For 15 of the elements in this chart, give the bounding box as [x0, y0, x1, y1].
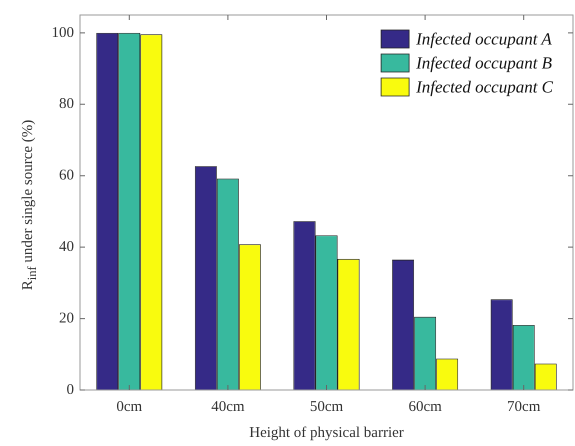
x-tick-label: 70cm [507, 398, 541, 415]
y-tick-label: 20 [59, 310, 74, 327]
legend-label: Infected occupant C [415, 77, 554, 96]
y-tick-label: 60 [59, 168, 74, 184]
y-tick-label: 80 [59, 96, 74, 112]
legend-label: Infected occupant B [415, 53, 553, 72]
x-tick-label: 60cm [408, 398, 442, 415]
y-tick-label: 100 [52, 24, 74, 41]
legend-label: Infected occupant A [415, 29, 552, 48]
y-tick-label: 40 [59, 239, 74, 256]
x-axis-title: Height of physical barrier [249, 424, 404, 441]
y-tick-label: 0 [66, 382, 74, 398]
x-tick-label: 40cm [211, 398, 245, 415]
x-tick-label: 0cm [116, 398, 143, 415]
x-tick-label: 50cm [310, 398, 344, 415]
